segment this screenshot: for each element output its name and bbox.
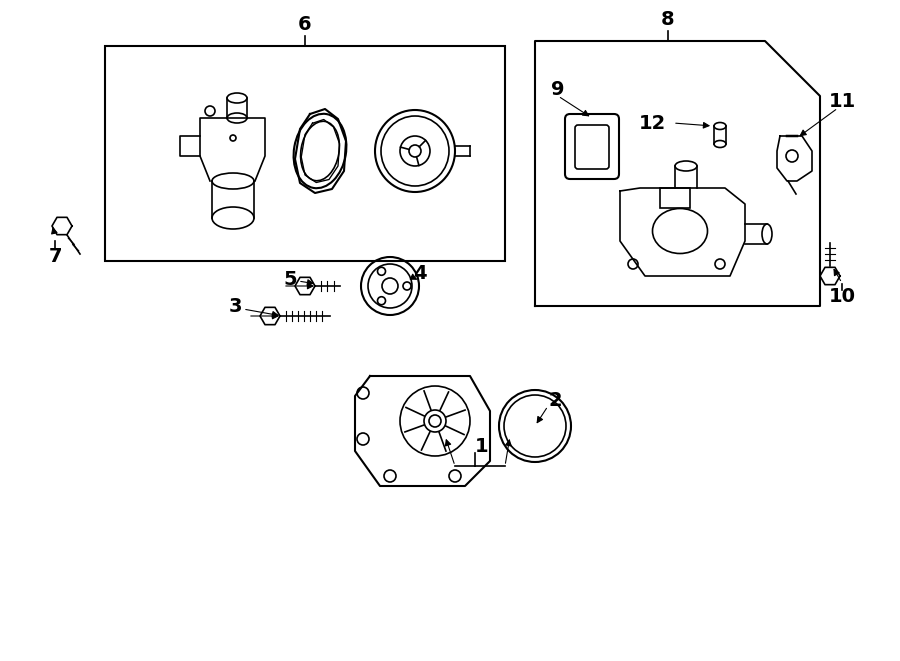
Text: 11: 11 [828,91,856,110]
Text: 12: 12 [638,114,666,132]
Bar [105,46,505,261]
Text: 1: 1 [475,436,489,455]
Text: 8: 8 [661,10,674,29]
Text: 10: 10 [829,286,856,305]
Text: 6: 6 [298,15,311,34]
Text: 5: 5 [284,270,297,288]
Text: 4: 4 [413,264,427,282]
Text: 3: 3 [229,297,242,315]
Text: 9: 9 [551,79,565,98]
Text: 7: 7 [49,247,62,266]
Bar [660,188,690,208]
Text: 2: 2 [548,391,562,410]
